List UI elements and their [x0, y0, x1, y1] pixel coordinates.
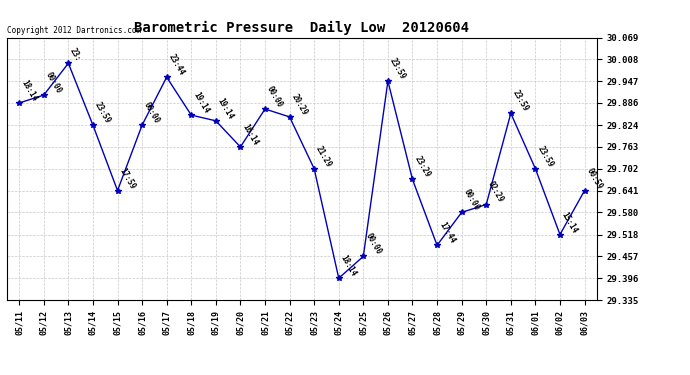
Text: 23:: 23:	[68, 47, 83, 63]
Text: 23:29: 23:29	[413, 155, 432, 180]
Text: 00:00: 00:00	[462, 188, 481, 212]
Text: 21:29: 21:29	[314, 144, 333, 169]
Text: 23:59: 23:59	[535, 144, 555, 169]
Text: 00:00: 00:00	[142, 100, 161, 125]
Text: 00:59: 00:59	[584, 166, 604, 190]
Text: 18:14: 18:14	[19, 78, 39, 103]
Text: 17:44: 17:44	[437, 221, 456, 245]
Text: 18:14: 18:14	[339, 254, 358, 278]
Text: 02:29: 02:29	[486, 180, 506, 204]
Text: 20:29: 20:29	[290, 92, 309, 117]
Text: 15:14: 15:14	[560, 210, 580, 234]
Text: 00:00: 00:00	[364, 232, 383, 256]
Text: Copyright 2012 Dartronics.com: Copyright 2012 Dartronics.com	[7, 26, 141, 35]
Text: 17:59: 17:59	[117, 166, 137, 190]
Text: 00:00: 00:00	[265, 84, 284, 109]
Title: Barometric Pressure  Daily Low  20120604: Barometric Pressure Daily Low 20120604	[135, 21, 469, 35]
Text: 23:59: 23:59	[388, 57, 407, 81]
Text: 19:14: 19:14	[216, 96, 235, 121]
Text: 23:59: 23:59	[511, 89, 530, 113]
Text: 16:14: 16:14	[240, 122, 259, 147]
Text: 19:14: 19:14	[191, 91, 210, 115]
Text: 23:59: 23:59	[93, 100, 112, 125]
Text: 23:44: 23:44	[167, 53, 186, 77]
Text: 00:00: 00:00	[43, 70, 63, 95]
